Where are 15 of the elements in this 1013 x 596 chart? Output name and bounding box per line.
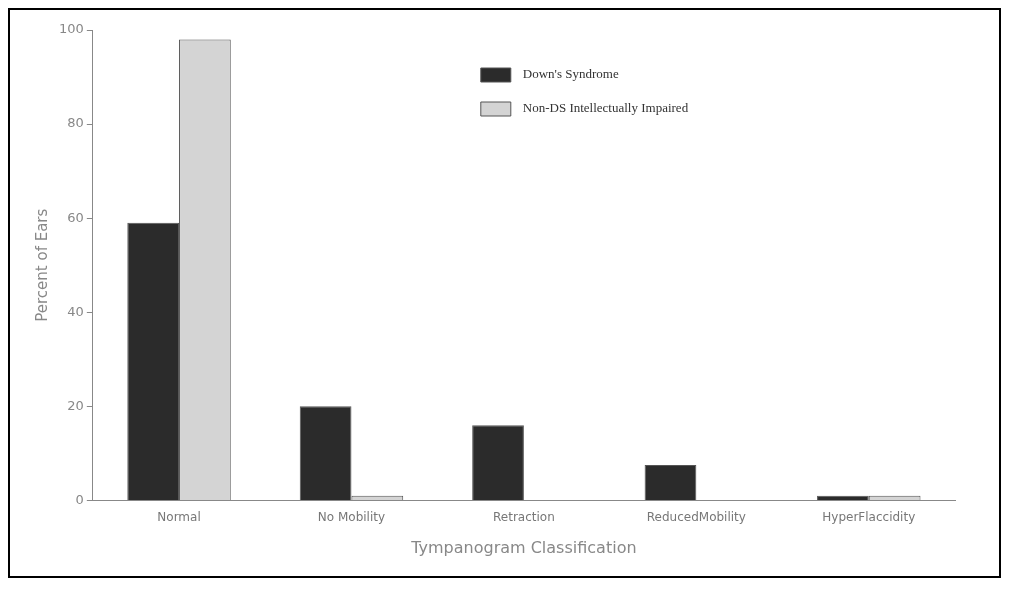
x-tick-label: Retraction [493,509,555,524]
y-tick-label: 80 [67,115,84,131]
x-tick-label: No Mobility [317,509,386,524]
x-axis-title: Tympanogram Classification [410,537,637,557]
y-tick-label: 20 [67,397,84,413]
y-tick-label: 60 [67,209,84,225]
x-tick-label: ReducedMobility [646,509,746,524]
legend-label: Down's Syndrome [522,66,619,82]
y-axis-title: Percent of Ears [32,208,51,322]
x-tick-label: HyperFlaccidity [822,509,916,524]
y-tick-label: 100 [58,21,84,37]
y-tick-label: 0 [75,491,84,507]
x-tick-label: Normal [157,509,201,524]
y-tick-label: 40 [67,303,84,319]
legend-label: Non-DS Intellectually Impaired [522,100,689,116]
